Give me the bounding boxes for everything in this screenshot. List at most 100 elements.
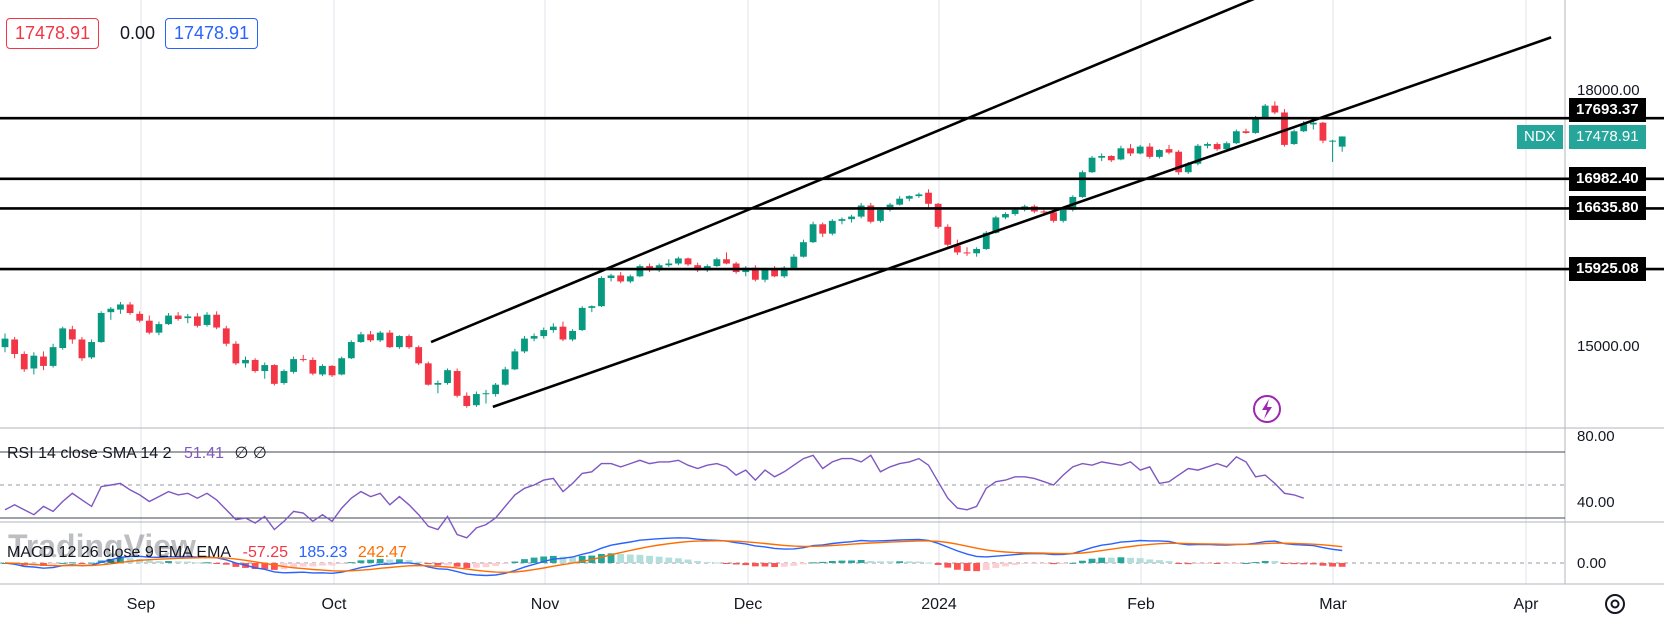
macd-legend-signal: 185.23 — [298, 544, 348, 561]
candle-body — [607, 275, 615, 279]
x-label-dec: Dec — [733, 596, 763, 613]
macd-hist-bar — [222, 563, 230, 565]
x-label-nov: Nov — [530, 596, 560, 613]
macd-pane — [0, 537, 1565, 577]
candle-body — [1329, 140, 1336, 142]
macd-hist-bar — [482, 563, 490, 568]
macd-hist-bar — [1136, 558, 1144, 563]
macd-hist-bar — [780, 563, 788, 567]
macd-legend-macd: -57.25 — [242, 544, 289, 561]
level-badge-16982: 16982.40 — [1569, 167, 1646, 191]
candle-body — [915, 194, 923, 197]
candle-body — [963, 252, 971, 254]
channel-line-1 — [492, 36, 1552, 409]
macd-hist-bar — [694, 561, 702, 563]
macd-hist-bar — [1117, 557, 1125, 563]
macd-hist-bar — [155, 561, 163, 563]
candle-body — [222, 328, 230, 344]
candle-body — [126, 304, 134, 314]
candle-body — [723, 259, 730, 264]
candle-body — [1079, 172, 1086, 197]
macd-hist-bar — [1338, 563, 1346, 567]
candle-body — [117, 304, 124, 310]
candle-body — [636, 266, 644, 277]
candle-body — [1204, 144, 1211, 146]
macd-hist-bar — [174, 561, 182, 563]
candle-body — [155, 324, 163, 333]
candle-body — [598, 278, 605, 307]
x-label-feb: Feb — [1127, 596, 1155, 613]
macd-hist-bar — [1252, 562, 1259, 564]
macd-hist-bar — [396, 559, 403, 563]
macd-hist-bar — [213, 563, 221, 564]
ohlc-change: 0.00 — [120, 23, 156, 43]
candle-body — [1059, 209, 1067, 221]
rsi-legend-value: 51.41 — [183, 445, 225, 462]
macd-hist-bar — [78, 563, 86, 564]
macd-hist-bar — [444, 563, 451, 566]
macd-hist-bar — [1232, 563, 1240, 564]
candle-body — [578, 307, 586, 331]
candle-body — [415, 347, 423, 364]
candle-body — [934, 203, 942, 227]
candle-body — [1088, 157, 1096, 173]
symbol-badge: NDX — [1517, 125, 1563, 149]
candle-body — [174, 315, 182, 319]
candle-body — [367, 334, 374, 341]
candle-body — [203, 314, 211, 325]
candle-body — [376, 332, 384, 341]
candle-body — [751, 267, 759, 280]
macd-hist-bar — [636, 554, 644, 563]
candle-body — [347, 342, 355, 359]
candle-body — [145, 320, 153, 333]
lightning-icon[interactable] — [1253, 395, 1281, 423]
candle-body — [1156, 150, 1163, 157]
macd-hist-bar — [896, 561, 904, 563]
candle-body — [453, 371, 461, 396]
candle-body — [97, 313, 105, 343]
candle-body — [1107, 156, 1115, 161]
macd-hist-bar — [107, 558, 115, 563]
candle-body — [944, 226, 952, 245]
rsi-tick-40: 40.00 — [1577, 494, 1615, 511]
macd-hist-bar — [953, 563, 961, 570]
candle-body — [1261, 105, 1269, 118]
candle-body — [848, 216, 855, 220]
macd-hist-bar — [925, 562, 932, 564]
candle-body — [501, 369, 509, 385]
macd-hist-bar — [463, 563, 471, 568]
grid-lines — [140, 0, 1527, 584]
candle-body — [1223, 143, 1231, 150]
macd-legend-hist: 242.47 — [357, 544, 407, 561]
candle-body — [896, 198, 904, 205]
macd-hist-bar — [790, 563, 798, 566]
candle-body — [1165, 149, 1173, 153]
macd-hist-bar — [338, 563, 346, 565]
macd-hist-bar — [1059, 563, 1067, 564]
macd-hist-bar — [405, 560, 413, 563]
x-label-sep: Sep — [126, 596, 156, 613]
macd-hist-bar — [203, 562, 211, 564]
x-label-oct: Oct — [321, 596, 347, 613]
candle-body — [396, 336, 403, 348]
macd-hist-bar — [1300, 563, 1308, 565]
macd-hist-bar — [646, 555, 653, 563]
macd-hist-bar — [290, 563, 297, 568]
macd-hist-bar — [1175, 563, 1183, 564]
macd-hist-bar — [1194, 563, 1202, 564]
candle-body — [982, 232, 990, 250]
macd-hist-bar — [40, 563, 47, 566]
price-tick-15000: 15000.00 — [1577, 338, 1640, 355]
macd-hist-bar — [472, 563, 480, 568]
candle-body — [925, 192, 932, 204]
candle-body — [424, 363, 432, 385]
macd-hist-bar — [1309, 563, 1317, 565]
candle-body — [405, 336, 413, 348]
macd-hist-bar — [88, 562, 95, 564]
macd-hist-bar — [299, 563, 307, 567]
macd-hist-bar — [1184, 563, 1192, 565]
candle-body — [30, 355, 38, 369]
target-icon[interactable] — [1605, 594, 1625, 614]
macd-hist-bar — [1098, 557, 1106, 563]
macd-hist-bar — [992, 563, 1000, 569]
